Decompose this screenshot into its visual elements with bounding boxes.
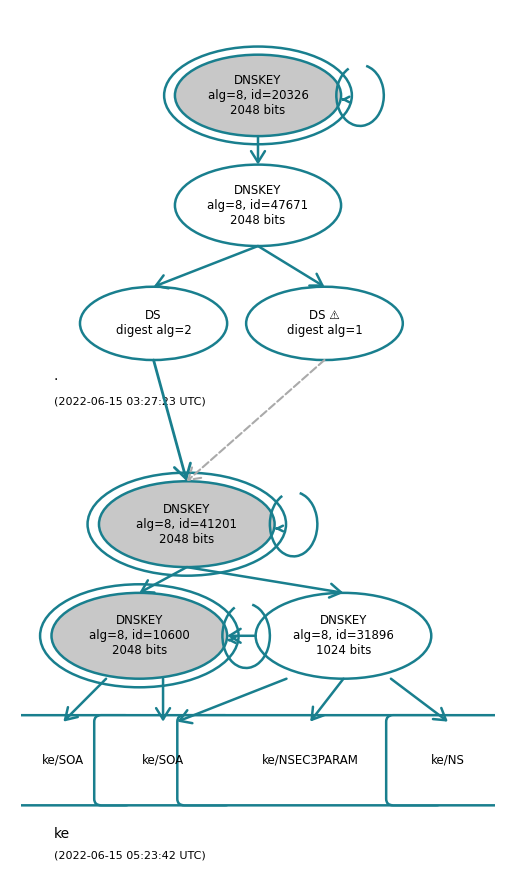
FancyBboxPatch shape	[94, 715, 232, 805]
FancyArrowPatch shape	[188, 360, 325, 480]
Ellipse shape	[246, 287, 403, 360]
Ellipse shape	[175, 55, 341, 136]
FancyArrowPatch shape	[180, 679, 286, 723]
Ellipse shape	[99, 481, 275, 567]
FancyBboxPatch shape	[0, 715, 132, 805]
Text: DNSKEY
alg=8, id=20326
2048 bits: DNSKEY alg=8, id=20326 2048 bits	[207, 74, 309, 117]
Text: ke/SOA: ke/SOA	[142, 754, 184, 766]
Text: DS ⚠
digest alg=1: DS ⚠ digest alg=1	[286, 310, 362, 337]
Text: ke/NS: ke/NS	[431, 754, 465, 766]
FancyBboxPatch shape	[178, 715, 443, 805]
FancyArrowPatch shape	[154, 360, 190, 479]
Text: .: .	[54, 369, 58, 383]
FancyArrowPatch shape	[312, 679, 344, 720]
FancyArrowPatch shape	[391, 679, 446, 720]
FancyBboxPatch shape	[386, 715, 510, 805]
FancyArrowPatch shape	[187, 567, 341, 597]
Text: ke: ke	[54, 827, 70, 841]
FancyArrowPatch shape	[156, 679, 170, 720]
FancyArrowPatch shape	[251, 136, 265, 162]
FancyArrowPatch shape	[156, 246, 258, 289]
FancyArrowPatch shape	[141, 567, 187, 593]
Text: DNSKEY
alg=8, id=41201
2048 bits: DNSKEY alg=8, id=41201 2048 bits	[136, 503, 237, 546]
Text: DNSKEY
alg=8, id=31896
1024 bits: DNSKEY alg=8, id=31896 1024 bits	[293, 614, 394, 658]
Text: (2022-06-15 05:23:42 UTC): (2022-06-15 05:23:42 UTC)	[54, 851, 205, 861]
Ellipse shape	[175, 165, 341, 246]
Text: ke/NSEC3PARAM: ke/NSEC3PARAM	[262, 754, 359, 766]
Text: DNSKEY
alg=8, id=10600
2048 bits: DNSKEY alg=8, id=10600 2048 bits	[89, 614, 190, 658]
Text: (2022-06-15 03:27:23 UTC): (2022-06-15 03:27:23 UTC)	[54, 396, 205, 407]
FancyArrowPatch shape	[258, 246, 322, 286]
Ellipse shape	[80, 287, 227, 360]
FancyArrowPatch shape	[65, 679, 106, 720]
Text: DS
digest alg=2: DS digest alg=2	[116, 310, 191, 337]
FancyArrowPatch shape	[230, 629, 255, 643]
Ellipse shape	[255, 593, 431, 679]
Text: ke/SOA: ke/SOA	[42, 754, 85, 766]
Ellipse shape	[52, 593, 227, 679]
Text: DNSKEY
alg=8, id=47671
2048 bits: DNSKEY alg=8, id=47671 2048 bits	[207, 184, 309, 227]
